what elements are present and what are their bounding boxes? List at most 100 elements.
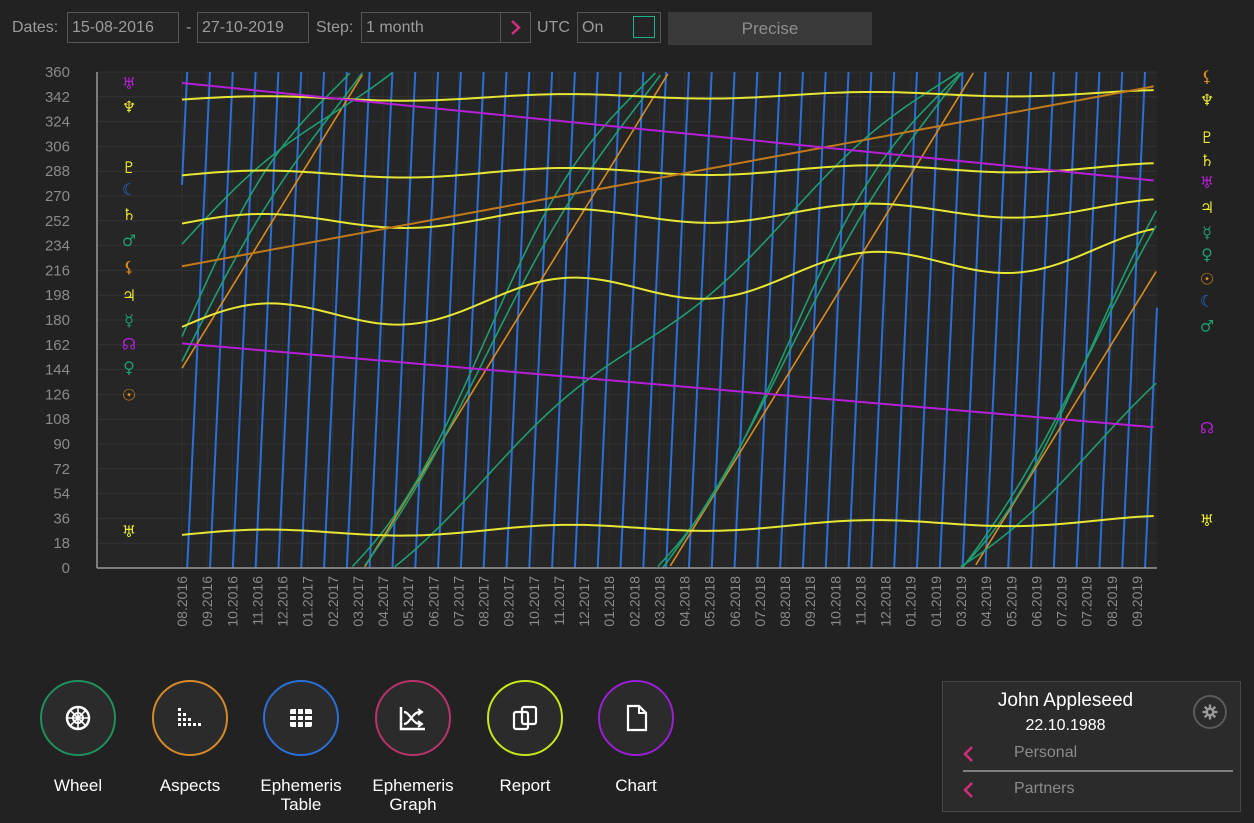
moon-line: [938, 71, 964, 569]
chevron-left-icon: [963, 782, 973, 798]
planet-glyph-right: ☊: [1200, 418, 1214, 437]
precise-button[interactable]: Precise: [668, 12, 872, 45]
moon-line: [756, 71, 782, 569]
planet-glyph-left: ♆: [122, 97, 136, 116]
x-tick-label: 04.2017: [375, 576, 391, 627]
y-tick-label: 162: [45, 337, 70, 354]
aspects-label: Aspects: [159, 776, 221, 795]
planet-glyph-left: ♄: [122, 205, 136, 224]
moon-line: [961, 71, 987, 569]
moon-line: [323, 71, 348, 569]
aspects-icon: [178, 708, 201, 726]
planet-glyph-right: ☿: [1202, 223, 1212, 242]
y-tick-label: 270: [45, 188, 70, 205]
x-tick-label: 11.2018: [852, 576, 868, 626]
aspects-icon-circle: [152, 680, 228, 756]
x-tick-label: 12.2017: [576, 576, 592, 627]
planet-glyph-left: ⚸: [123, 257, 135, 276]
series-line: [181, 342, 1154, 429]
x-tick-label: 11.2016: [249, 576, 265, 626]
moon-line: [300, 71, 326, 569]
x-tick-label: 06.2019: [1028, 576, 1044, 627]
graph-icon: [399, 707, 425, 731]
y-tick-label: 108: [45, 411, 70, 428]
y-tick-label: 234: [45, 238, 70, 255]
series-line: [181, 162, 1154, 179]
profile-name: John Appleseed: [997, 690, 1134, 711]
ephemeris-graph-label: Ephemeris Graph: [372, 776, 454, 814]
aspects-button[interactable]: Aspects: [134, 680, 246, 795]
x-tick-label: 03.2018: [651, 576, 667, 627]
y-tick-label: 324: [45, 114, 70, 131]
y-tick-label: 288: [45, 163, 70, 180]
planet-glyph-left: ♅: [122, 522, 136, 541]
ephemeris-graph-button[interactable]: Ephemeris Graph: [357, 680, 469, 814]
moon-line: [642, 71, 668, 569]
dates-label: Dates:: [12, 19, 59, 36]
profile-panel: John Appleseed 22.10.1988 Personal Partn…: [942, 681, 1241, 812]
moon-line: [984, 71, 1010, 569]
profile-date: 22.10.1988: [1025, 717, 1106, 734]
document-icon: [626, 704, 648, 732]
utc-toggle[interactable]: On: [577, 12, 661, 43]
x-tick-label: 12.2016: [275, 576, 291, 627]
partners-label: Partners: [1014, 780, 1075, 797]
moon-line: [368, 71, 394, 569]
chart-button[interactable]: Chart: [580, 680, 692, 795]
date-to-input[interactable]: [197, 12, 309, 43]
venus-line: [364, 74, 661, 566]
report-icon: [512, 705, 538, 731]
toolbar: Dates: - Step: UTC On Precise: [0, 0, 1254, 56]
moon-line: [528, 71, 554, 569]
step-input[interactable]: [361, 12, 501, 43]
utc-label: UTC: [537, 19, 570, 36]
date-from-input[interactable]: [67, 12, 179, 43]
report-button[interactable]: Report: [469, 680, 581, 795]
utc-checkbox[interactable]: [633, 16, 655, 38]
planet-glyph-left: ☊: [122, 334, 136, 353]
moon-line: [1030, 71, 1055, 569]
mars-line: [960, 382, 1157, 568]
step-label: Step:: [316, 19, 354, 36]
ephemeris-graph: 3603423243062882702522342161981801621441…: [45, 64, 1214, 627]
wheel-icon-circle: [40, 680, 116, 756]
partners-row[interactable]: Partners: [961, 772, 1235, 806]
x-tick-label: 08.2017: [476, 576, 492, 627]
x-tick-label: 07.2019: [1079, 576, 1095, 627]
planet-glyph-left: ☉: [122, 385, 136, 404]
planet-glyph-right: ♅: [1200, 173, 1214, 192]
x-tick-label: 10.2016: [224, 576, 240, 627]
planet-glyph-right: ♇: [1200, 128, 1214, 147]
chart-label: Chart: [615, 776, 657, 795]
x-tick-label: 07.2019: [1054, 576, 1070, 627]
moon-line: [687, 71, 713, 569]
chart-glyphs: ♅ ♆ ♇ ☾ ♄ ♂ ⚸ ♃ ☿ ☊ ♀ ☉ ♅ ⚸ ♆ ♇ ♄ ♅ ♃ ☿ ♀ ☉ ☾ ♂ ☊ ♅: [122, 67, 1214, 541]
x-tick-label: 01.2018: [601, 576, 617, 627]
step-next-button[interactable]: [500, 12, 531, 43]
y-tick-label: 306: [45, 138, 70, 155]
x-tick-label: 09.2016: [199, 576, 215, 627]
x-tick-label: 11.2017: [551, 576, 567, 626]
settings-button[interactable]: [1193, 695, 1227, 729]
moon-line: [619, 71, 645, 569]
moon-line: [1075, 71, 1101, 569]
ephemeris-table-button[interactable]: Ephemeris Table: [245, 680, 357, 814]
personal-row[interactable]: Personal: [961, 736, 1235, 770]
planet-glyph-left: ♅: [122, 74, 136, 93]
moon-line: [779, 71, 804, 569]
y-tick-label: 54: [53, 486, 70, 503]
y-tick-label: 216: [45, 262, 70, 279]
moon-line: [459, 71, 485, 569]
y-tick-label: 72: [53, 461, 70, 478]
wheel-button[interactable]: Wheel: [22, 680, 134, 795]
sun-line: [181, 74, 363, 369]
moon-line: [573, 71, 599, 569]
x-tick-label: 03.2017: [350, 576, 366, 627]
moon-line: [231, 71, 257, 569]
moon-line: [710, 71, 736, 569]
planet-glyph-right: ⚸: [1201, 67, 1213, 86]
x-tick-label: 08.2018: [777, 576, 793, 627]
x-tick-label: 05.2019: [1003, 576, 1019, 627]
x-tick-label: 10.2018: [827, 576, 843, 627]
planet-glyph-left: ♇: [122, 158, 136, 177]
